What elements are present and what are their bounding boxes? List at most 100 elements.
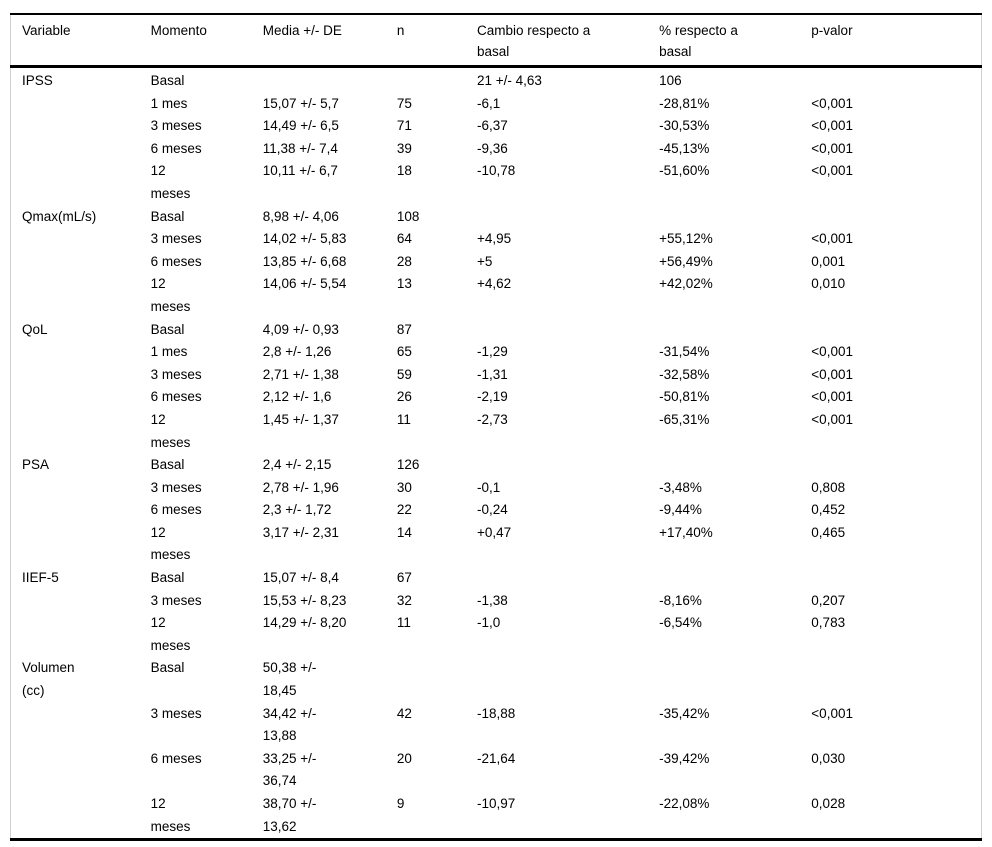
cell-pct: -22,08% [659, 796, 710, 811]
cell-momento: 3 meses [150, 231, 202, 247]
cell-variable [11, 793, 151, 840]
cell-variable [11, 115, 151, 138]
cell-cambio: -0,1 [476, 479, 501, 495]
column-header-n: n [396, 14, 477, 68]
cell-pvalor [811, 657, 981, 702]
cell-momento: 1 mes [150, 95, 188, 111]
cell-n: 26 [396, 389, 412, 405]
cell-momento: 12 meses [150, 276, 191, 314]
cell-momento: 1 mes [150, 344, 188, 360]
cell-pct: -30,53% [659, 118, 710, 134]
table-header-row: Variable Momento Media +/- DE n Cambio r… [10, 14, 982, 68]
results-table-container: Variable Momento Media +/- DE n Cambio r… [10, 13, 982, 842]
cell-pvalor [811, 67, 981, 93]
cell-momento: 6 meses [150, 389, 202, 405]
cell-media: 15,07 +/- 8,4 [262, 570, 339, 586]
cell-pvalor: <0,001 [811, 95, 853, 111]
cell-media: 14,49 +/- 6,5 [262, 118, 339, 134]
cell-pct: -65,31% [659, 411, 710, 427]
table-row: 3 meses 2,78 +/- 1,96 30 -0,1 -3,48% 0,808 [11, 477, 982, 500]
cell-media: 2,78 +/- 1,96 [262, 479, 339, 495]
table-row: IPSS Basal 21 +/- 4,63 106 [11, 67, 982, 93]
cell-n: 39 [396, 140, 412, 156]
cell-pct: +55,12% [659, 231, 713, 247]
cell-media: 15,53 +/- 8,23 [262, 592, 347, 608]
column-header-cambio-respecto-basal: Cambio respecto a basal [476, 14, 660, 68]
cell-variable [11, 341, 151, 364]
cell-n: 28 [396, 253, 412, 269]
cell-cambio: +4,95 [476, 231, 512, 247]
cell-pvalor: <0,001 [811, 366, 853, 382]
cell-n [397, 67, 477, 93]
cell-pct: -50,81% [659, 389, 710, 405]
cell-variable [11, 93, 151, 116]
cell-media: 14,02 +/- 5,83 [262, 231, 347, 247]
cell-pvalor: <0,001 [811, 163, 853, 179]
cell-media: 15,07 +/- 5,7 [262, 95, 339, 111]
cell-media: 13,85 +/- 6,68 [262, 253, 347, 269]
column-header-variable: Variable [10, 14, 151, 68]
cell-pct: -8,16% [659, 592, 702, 608]
cell-n: 30 [396, 479, 412, 495]
cell-momento: 3 meses [150, 118, 202, 134]
cell-media: 14,06 +/- 5,54 [262, 276, 347, 292]
cell-n: 65 [396, 344, 412, 360]
cell-pct: -28,81% [659, 95, 710, 111]
table-row: 3 meses 34,42 +/- 13,88 42 -18,88 -35,42% <0,… [11, 703, 982, 748]
cell-n: 64 [396, 231, 412, 247]
column-header-momento: Momento [150, 14, 263, 68]
cell-variable: Volumen (cc) [22, 660, 75, 699]
cell-pvalor: 0,783 [811, 615, 846, 631]
cell-variable [11, 590, 151, 613]
cell-momento: 3 meses [150, 592, 202, 608]
cell-cambio: 21 +/- 4,63 [476, 73, 542, 88]
cell-variable [11, 251, 151, 274]
table-row: Qmax(mL/s) Basal 8,98 +/- 4,06 108 [11, 206, 982, 229]
cell-n: 13 [396, 276, 412, 292]
cell-variable: IIEF-5 [22, 570, 59, 586]
cell-cambio: -18,88 [476, 705, 516, 721]
cell-momento: Basal [150, 73, 185, 88]
cell-media: 2,3 +/- 1,72 [262, 502, 332, 518]
table-row: PSA Basal 2,4 +/- 2,15 126 [11, 454, 982, 477]
cell-cambio [477, 567, 659, 590]
table-row: 12 meses 10,11 +/- 6,7 18 -10,78 -51,60% <0,0… [11, 160, 982, 205]
cell-variable: IPSS [22, 73, 53, 88]
table-header: Variable Momento Media +/- DE n Cambio r… [10, 14, 982, 68]
cell-pvalor: 0,010 [811, 276, 846, 292]
cell-momento: 12 meses [150, 411, 191, 450]
cell-momento: 3 meses [150, 366, 202, 382]
cell-variable [11, 522, 151, 567]
cell-cambio: -1,0 [476, 615, 501, 631]
cell-pct: +17,40% [659, 524, 713, 540]
cell-media: 2,8 +/- 1,26 [262, 344, 332, 360]
cell-cambio: +5 [476, 253, 493, 269]
cell-variable [11, 703, 151, 748]
cell-variable [11, 273, 151, 318]
cell-pvalor: <0,001 [811, 344, 853, 360]
cell-pct: -32,58% [659, 366, 710, 382]
cell-cambio: -1,38 [476, 592, 508, 608]
cell-n: 67 [396, 570, 412, 586]
cell-pct: +56,49% [659, 253, 713, 269]
cell-pct: -39,42% [659, 750, 710, 766]
cell-cambio: -6,1 [476, 95, 501, 111]
cell-n: 126 [396, 457, 420, 473]
cell-pct: -51,60% [659, 163, 710, 179]
table-row: 6 meses 13,85 +/- 6,68 28 +5 +56,49% 0,001 [11, 251, 982, 274]
cell-n: 11 [396, 615, 411, 631]
table-row: 6 meses 2,3 +/- 1,72 22 -0,24 -9,44% 0,452 [11, 499, 982, 522]
cell-cambio: -9,36 [476, 140, 508, 156]
table-row: 12 meses 1,45 +/- 1,37 11 -2,73 -65,31% <0,00… [11, 409, 982, 454]
cell-pct: -31,54% [659, 344, 710, 360]
cell-pvalor [811, 206, 981, 229]
cell-n: 71 [396, 118, 412, 134]
cell-momento: Basal [150, 457, 185, 473]
cell-variable: QoL [22, 321, 48, 337]
cell-pvalor: 0,028 [811, 796, 846, 811]
cell-variable [11, 160, 151, 205]
cell-pct: -6,54% [659, 615, 702, 631]
cell-cambio [477, 657, 659, 702]
column-header-media-de: Media +/- DE [262, 14, 397, 68]
table-body: IPSS Basal 21 +/- 4,63 106 1 mes 15,07 +/- 5,… [11, 67, 982, 840]
